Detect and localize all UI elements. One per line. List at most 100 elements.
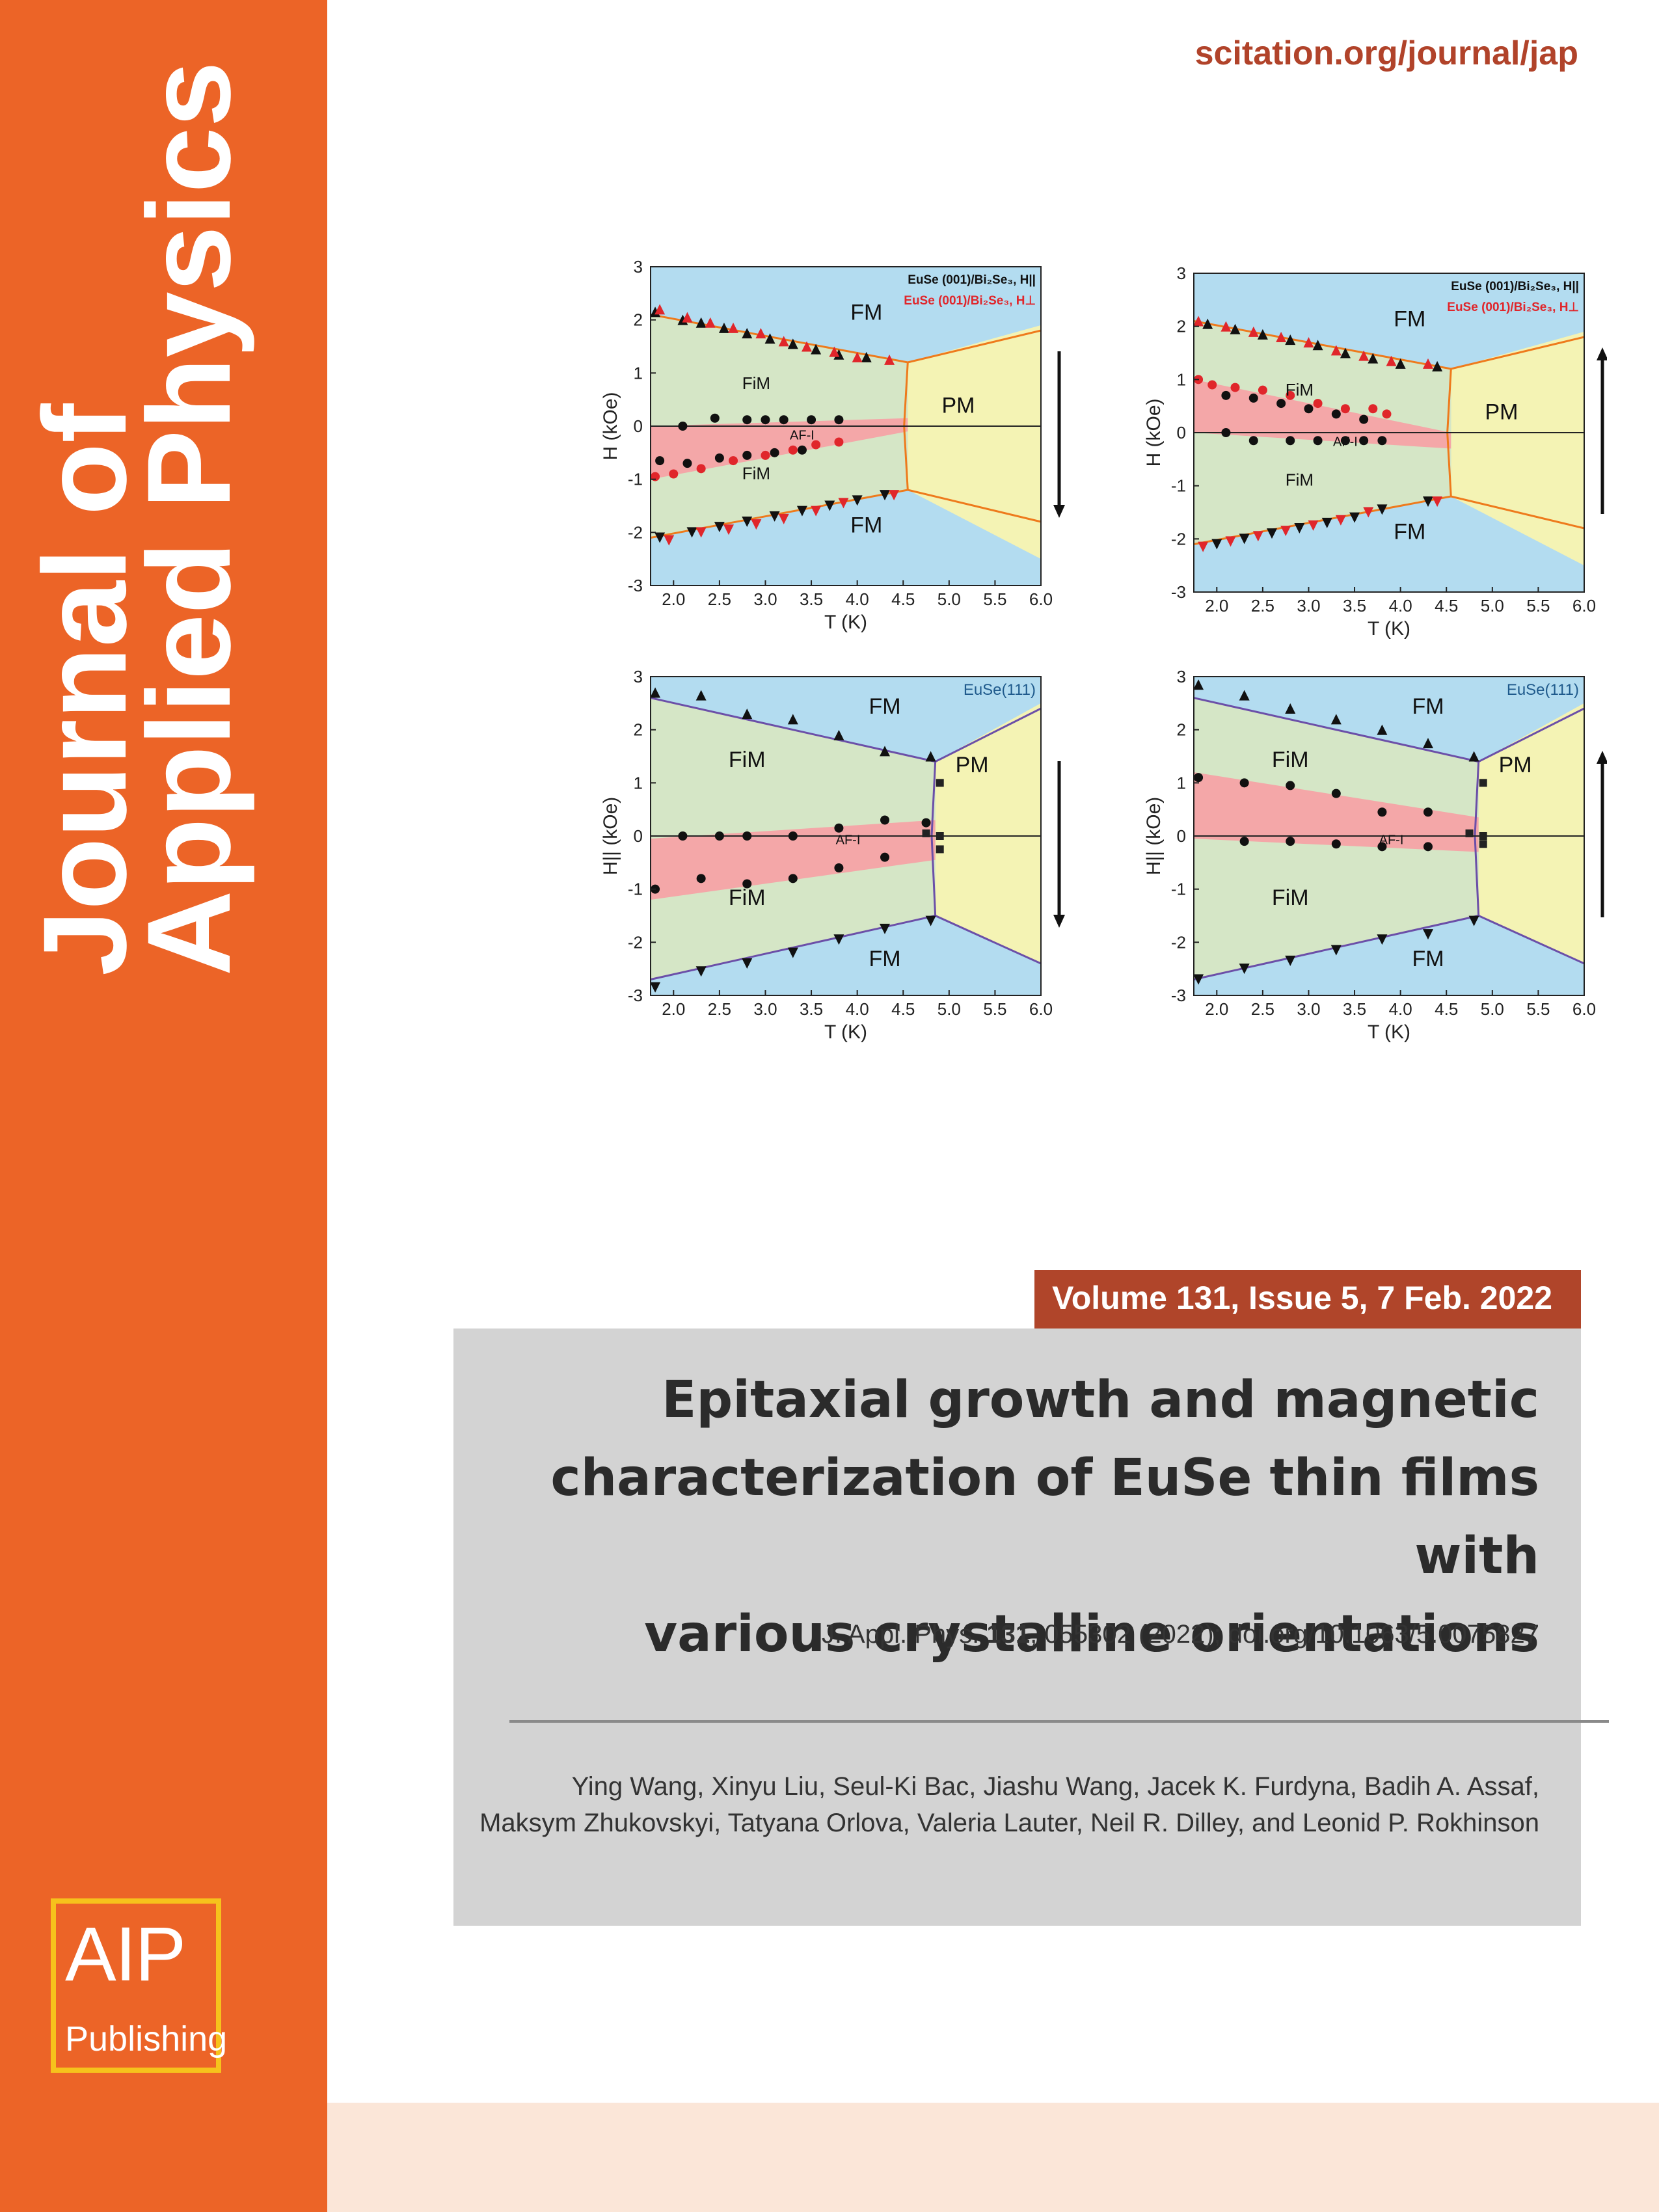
y-tick-label: -2 [628, 932, 643, 952]
article-title-line1: Epitaxial growth and magnetic [662, 1371, 1539, 1429]
data-point [1221, 321, 1232, 332]
data-point [1423, 358, 1433, 369]
x-tick-label: 4.0 [846, 999, 869, 1019]
y-axis-label: H (kOe) [600, 392, 621, 461]
y-tick-label: 2 [1177, 317, 1186, 336]
data-point [1193, 316, 1204, 327]
data-point [925, 751, 936, 762]
phase-diagram-figure: 2.0 2.5 3.0 3.5 4.0 4.5 5.0 5.5 6.0 3 2 1 0 -1 -2 -3 T (… [600, 257, 1607, 1043]
logo-subtext: Publishing [65, 2019, 228, 2058]
data-point [1423, 929, 1433, 940]
pm-region [1451, 331, 1584, 566]
y-axis-label: H (kOe) [1143, 399, 1165, 467]
y-axis-label: H|| (kOe) [600, 797, 621, 876]
data-point [1207, 380, 1217, 390]
arrowhead-icon [1053, 505, 1065, 518]
logo-text: AIP [65, 1911, 186, 1997]
x-tick-label: 5.0 [937, 589, 961, 609]
data-point [936, 845, 944, 854]
data-point [1313, 436, 1323, 446]
data-point [1285, 703, 1296, 714]
data-point [723, 524, 734, 535]
x-axis-label: T (K) [1368, 1021, 1410, 1043]
data-point [811, 344, 822, 355]
legend-entry: EuSe (001)/Bi₂Se₃, H|| [1451, 280, 1579, 293]
article-info-box: Epitaxial growth and magnetic characteri… [453, 1329, 1609, 1926]
data-point [1479, 779, 1487, 787]
data-point [788, 831, 798, 841]
y-tick-label: -2 [1171, 529, 1186, 548]
x-tick-label: 3.5 [1343, 596, 1366, 615]
data-point [1335, 515, 1346, 526]
data-point [1377, 842, 1387, 852]
data-point [811, 440, 821, 450]
data-point [650, 982, 661, 993]
data-point [764, 333, 776, 344]
data-point [655, 456, 665, 466]
y-tick-label: 2 [634, 310, 643, 330]
x-tick-label: 4.0 [1389, 596, 1412, 615]
data-point [936, 832, 944, 840]
data-point [1377, 436, 1387, 446]
data-point [1313, 399, 1323, 409]
data-point [696, 464, 706, 474]
data-point [889, 490, 900, 501]
region-label-fm: FM [869, 947, 900, 971]
x-tick-label: 4.5 [891, 589, 915, 609]
y-tick-label: 1 [1177, 370, 1186, 389]
data-point [807, 415, 816, 425]
afi-region [1194, 772, 1479, 852]
data-point [834, 415, 844, 425]
journal-url[interactable]: scitation.org/journal/jap [1194, 34, 1578, 72]
data-point [654, 304, 666, 315]
region-label-fm: FM [850, 513, 882, 537]
data-point [1340, 347, 1351, 358]
data-point [1286, 390, 1295, 400]
data-point [742, 415, 752, 425]
data-point [695, 690, 707, 701]
citation-suffix: , 055302 (2022); doi.org/10.1063/5.00758… [1030, 1620, 1539, 1649]
x-tick-label: 2.5 [708, 589, 731, 609]
y-tick-label: -1 [628, 470, 643, 489]
sample-label: EuSe(111) [964, 681, 1036, 699]
data-point [779, 415, 789, 425]
aip-publishing-logo: AIP Publishing [51, 1898, 227, 2073]
citation-prefix: J. Appl. Phys. [821, 1620, 987, 1649]
data-point [1395, 358, 1406, 369]
y-tick-label: 0 [1177, 423, 1186, 442]
data-point [834, 823, 844, 833]
legend-entry: EuSe (001)/Bi₂Se₃, H⊥ [904, 294, 1036, 308]
data-point [710, 413, 720, 423]
data-point [833, 729, 844, 740]
data-point [824, 500, 835, 511]
y-tick-label: 2 [1177, 720, 1186, 740]
region-label-fm: FM [869, 694, 900, 719]
data-point [761, 450, 770, 460]
data-point [1386, 355, 1397, 366]
x-tick-label: 3.0 [1297, 999, 1320, 1019]
data-point [833, 349, 844, 360]
data-point [1286, 837, 1295, 846]
data-point [677, 314, 688, 325]
data-point [1239, 837, 1249, 846]
y-tick-label: -3 [628, 576, 643, 595]
region-label-fim: FiM [742, 464, 770, 483]
data-point [1330, 714, 1342, 725]
data-point [1331, 409, 1341, 419]
data-point [778, 336, 789, 347]
y-tick-label: 2 [634, 720, 643, 740]
x-tick-label: 6.0 [1572, 596, 1596, 615]
data-point [1330, 945, 1342, 956]
journal-sidebar: Journal of Applied Physics AIP Publishin… [0, 0, 327, 2212]
data-point [751, 519, 762, 530]
data-point [936, 779, 944, 787]
data-point [1423, 807, 1433, 817]
region-label-fim: FiM [729, 885, 766, 910]
data-point [742, 708, 753, 720]
data-point [1377, 504, 1388, 515]
data-point [1248, 393, 1258, 403]
journal-title: Journal of Applied Physics [18, 61, 293, 976]
data-point [1221, 390, 1231, 400]
y-tick-label: 3 [634, 667, 643, 686]
region-label-pm: PM [1485, 400, 1518, 425]
